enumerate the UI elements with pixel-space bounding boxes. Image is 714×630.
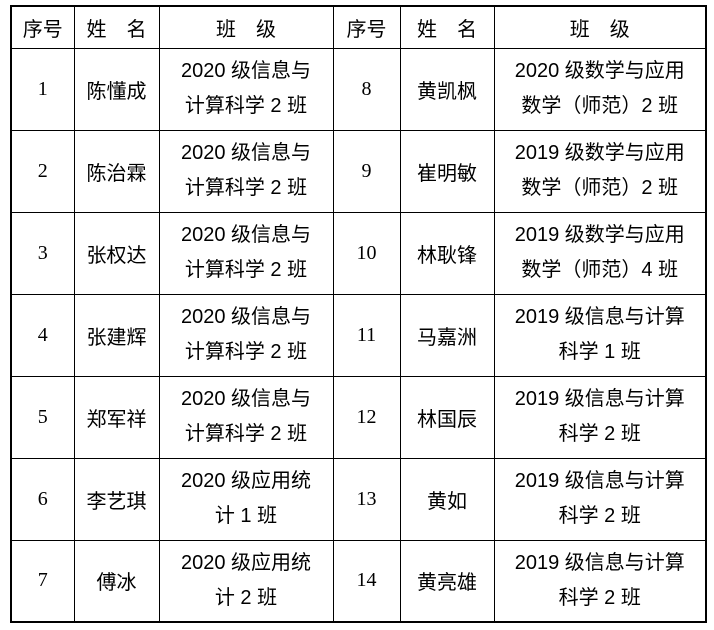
header-serial-left: 序号	[10, 5, 75, 49]
table-row: 2 陈治霖 2020 级信息与 计算科学 2 班 9 崔明敏 2019 级数学与…	[10, 129, 707, 213]
class-cell: 2020 级信息与 计算科学 2 班	[158, 293, 334, 377]
serial-cell: 4	[10, 293, 75, 377]
class-cell: 2020 级信息与 计算科学 2 班	[158, 375, 334, 459]
table-row: 7 傅冰 2020 级应用统 计 2 班 14 黄亮雄 2019 级信息与计算 …	[10, 539, 707, 623]
name-cell: 郑军祥	[73, 375, 160, 459]
serial-cell: 14	[332, 539, 401, 623]
table-row: 5 郑军祥 2020 级信息与 计算科学 2 班 12 林国辰 2019 级信息…	[10, 375, 707, 459]
serial-cell: 13	[332, 457, 401, 541]
name-cell: 张建辉	[73, 293, 160, 377]
serial-cell: 9	[332, 129, 401, 213]
class-cell: 2020 级信息与 计算科学 2 班	[158, 129, 334, 213]
class-cell: 2020 级应用统 计 2 班	[158, 539, 334, 623]
name-cell: 崔明敏	[399, 129, 495, 213]
serial-cell: 7	[10, 539, 75, 623]
header-class-right: 班 级	[493, 5, 707, 49]
name-cell: 陈治霖	[73, 129, 160, 213]
serial-cell: 8	[332, 47, 401, 131]
class-cell: 2019 级信息与计算 科学 2 班	[493, 539, 707, 623]
class-cell: 2020 级信息与 计算科学 2 班	[158, 211, 334, 295]
table-row: 3 张权达 2020 级信息与 计算科学 2 班 10 林耿锋 2019 级数学…	[10, 211, 707, 295]
class-cell: 2019 级数学与应用 数学（师范）4 班	[493, 211, 707, 295]
header-serial-right: 序号	[332, 5, 401, 49]
class-cell: 2020 级应用统 计 1 班	[158, 457, 334, 541]
table-row: 4 张建辉 2020 级信息与 计算科学 2 班 11 马嘉洲 2019 级信息…	[10, 293, 707, 377]
serial-cell: 6	[10, 457, 75, 541]
name-cell: 黄亮雄	[399, 539, 495, 623]
class-cell: 2019 级信息与计算 科学 2 班	[493, 457, 707, 541]
serial-cell: 11	[332, 293, 401, 377]
name-cell: 李艺琪	[73, 457, 160, 541]
header-name-right: 姓 名	[399, 5, 495, 49]
name-cell: 黄如	[399, 457, 495, 541]
header-row: 序号 姓 名 班 级 序号 姓 名 班 级	[10, 5, 707, 49]
name-cell: 林国辰	[399, 375, 495, 459]
serial-cell: 1	[10, 47, 75, 131]
name-cell: 陈懂成	[73, 47, 160, 131]
roster-table: 序号 姓 名 班 级 序号 姓 名 班 级 1 陈懂成 2020 级信息与 计算…	[10, 5, 707, 623]
class-cell: 2019 级信息与计算 科学 1 班	[493, 293, 707, 377]
name-cell: 傅冰	[73, 539, 160, 623]
header-class-left: 班 级	[158, 5, 334, 49]
serial-cell: 12	[332, 375, 401, 459]
name-cell: 林耿锋	[399, 211, 495, 295]
serial-cell: 3	[10, 211, 75, 295]
serial-cell: 10	[332, 211, 401, 295]
class-cell: 2019 级信息与计算 科学 2 班	[493, 375, 707, 459]
name-cell: 马嘉洲	[399, 293, 495, 377]
class-cell: 2020 级信息与 计算科学 2 班	[158, 47, 334, 131]
header-name-left: 姓 名	[73, 5, 160, 49]
name-cell: 张权达	[73, 211, 160, 295]
serial-cell: 5	[10, 375, 75, 459]
name-cell: 黄凯枫	[399, 47, 495, 131]
table-row: 6 李艺琪 2020 级应用统 计 1 班 13 黄如 2019 级信息与计算 …	[10, 457, 707, 541]
class-cell: 2019 级数学与应用 数学（师范）2 班	[493, 129, 707, 213]
serial-cell: 2	[10, 129, 75, 213]
class-cell: 2020 级数学与应用 数学（师范）2 班	[493, 47, 707, 131]
table-row: 1 陈懂成 2020 级信息与 计算科学 2 班 8 黄凯枫 2020 级数学与…	[10, 47, 707, 131]
